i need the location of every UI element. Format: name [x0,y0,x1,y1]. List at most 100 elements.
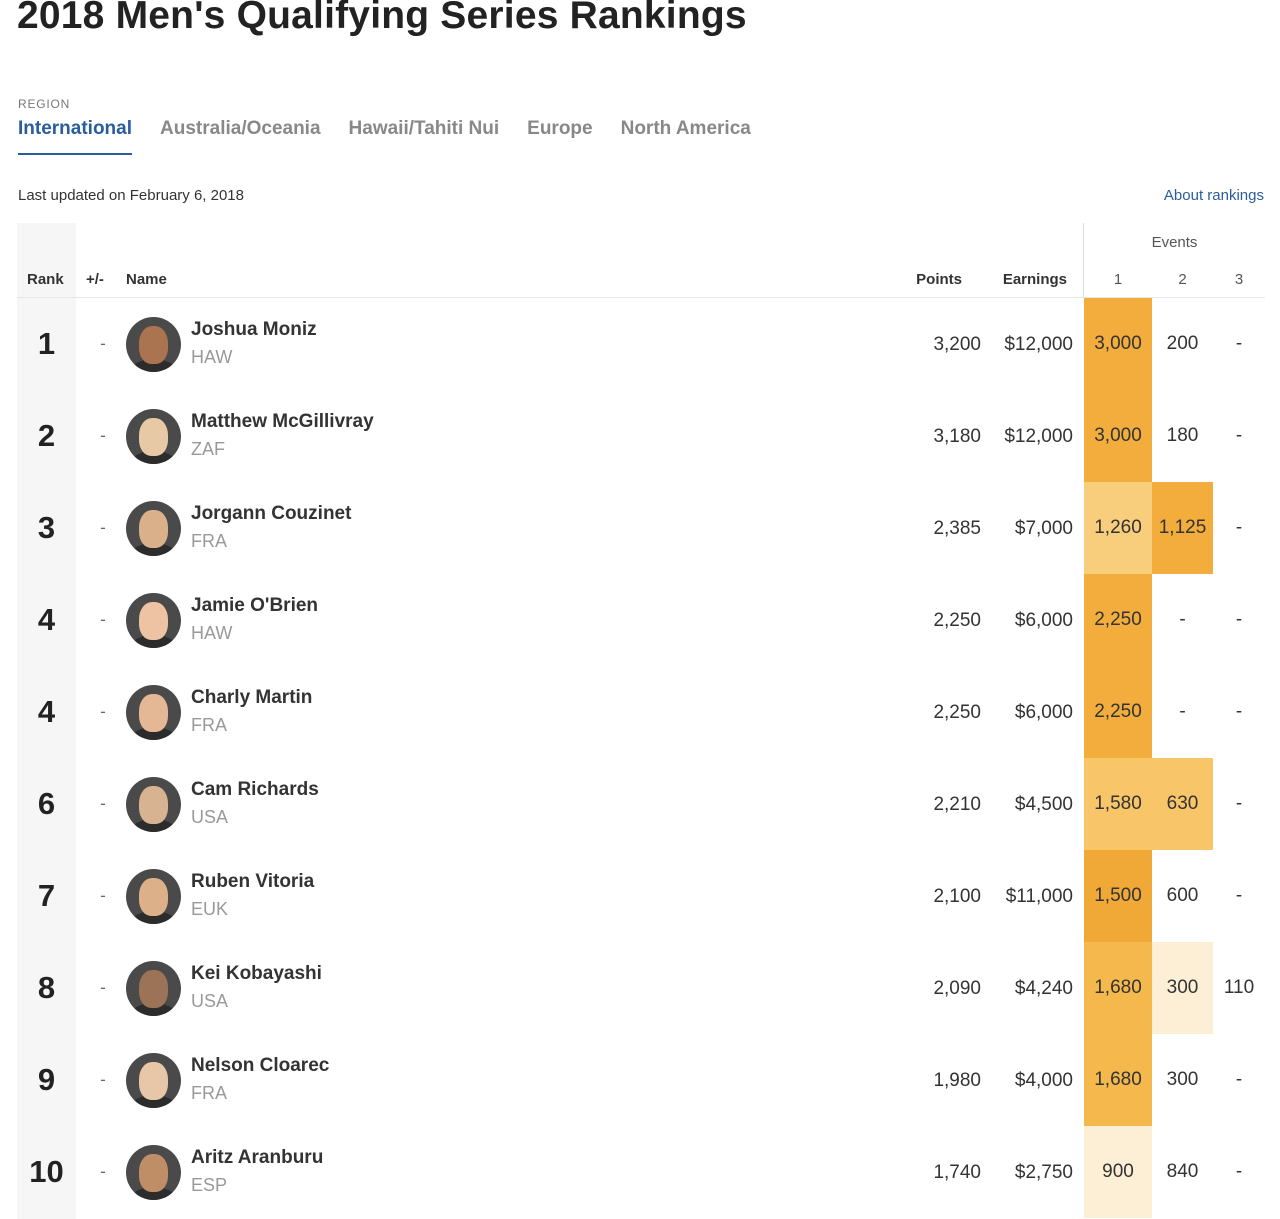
event-2-result: 300 [1166,1069,1199,1090]
event-2-result: 840 [1166,1161,1199,1182]
header-rank[interactable]: Rank [27,271,64,288]
rank-change: - [100,702,106,721]
tab-australia-oceania[interactable]: Australia/Oceania [160,118,321,139]
athlete-name[interactable]: Jamie O'Brien [191,595,319,616]
athlete-name[interactable]: Joshua Moniz [191,319,317,340]
event-3-result: - [1235,1161,1243,1182]
rank-change: - [100,426,106,445]
header-events: Events [1151,234,1198,251]
points-value: 2,250 [933,702,981,723]
athlete-avatar[interactable] [126,317,181,372]
table-row[interactable]: 6 - Cam Richards USA 2,210 $4,500 1,580 630 - [0,758,1280,850]
rank-number: 7 [37,878,56,913]
athlete-name[interactable]: Kei Kobayashi [191,963,322,984]
rank-number: 10 [29,1154,64,1189]
event-3-result: - [1235,333,1243,354]
tab-international[interactable]: International [18,118,133,155]
event-1-result: 3,000 [1084,390,1152,482]
athlete-country: FRA [191,715,227,735]
athlete-avatar[interactable] [126,869,181,924]
earnings-value: $2,750 [1014,1162,1073,1183]
athlete-country: USA [191,991,229,1011]
table-row[interactable]: 4 - Charly Martin FRA 2,250 $6,000 2,250 - - [0,666,1280,758]
tab-hawaii-tahiti-nui[interactable]: Hawaii/Tahiti Nui [348,118,500,139]
athlete-name[interactable]: Aritz Aranburu [191,1147,324,1168]
event-3-result: - [1235,609,1243,630]
rankings-table-body: 1 - Joshua Moniz HAW 3,200 $12,000 3,000 200 - 2 -… [0,298,1280,1218]
athlete-name[interactable]: Nelson Cloarec [191,1055,330,1076]
region-tabs: International Australia/Oceania Hawaii/T… [18,118,779,155]
athlete-country: FRA [191,531,227,551]
table-row[interactable]: 1 - Joshua Moniz HAW 3,200 $12,000 3,000 200 - [0,298,1280,390]
header-earnings[interactable]: Earnings [1002,271,1067,288]
athlete-avatar[interactable] [126,685,181,740]
event-3-result: - [1235,517,1243,538]
event-1-result: 3,000 [1084,298,1152,390]
event-1-result: 1,680 [1084,942,1152,1034]
earnings-value: $6,000 [1014,610,1073,631]
event-3-result: - [1235,793,1243,814]
athlete-avatar[interactable] [126,1145,181,1200]
rank-number: 2 [37,418,56,453]
table-row[interactable]: 4 - Jamie O'Brien HAW 2,250 $6,000 2,250 - - [0,574,1280,666]
athlete-name[interactable]: Ruben Vitoria [191,871,315,892]
rank-change: - [100,518,106,537]
athlete-avatar[interactable] [126,1053,181,1108]
rank-change: - [100,886,106,905]
earnings-value: $4,000 [1014,1070,1073,1091]
athlete-country: ESP [191,1175,228,1195]
points-value: 3,180 [933,426,981,447]
event-1-result: 900 [1084,1126,1152,1218]
about-rankings-link[interactable]: About rankings [1163,187,1264,204]
athlete-avatar[interactable] [126,501,181,556]
table-row[interactable]: 3 - Jorgann Couzinet FRA 2,385 $7,000 1,260 1,1… [0,482,1280,574]
athlete-name[interactable]: Charly Martin [191,687,313,708]
athlete-avatar[interactable] [126,593,181,648]
athlete-avatar[interactable] [126,777,181,832]
table-row[interactable]: 8 - Kei Kobayashi USA 2,090 $4,240 1,680 300 110 [0,942,1280,1034]
header-event-2: 2 [1178,271,1187,288]
athlete-country: ZAF [191,439,225,459]
rank-change: - [100,978,106,997]
points-value: 2,090 [933,978,981,999]
event-2-result: 630 [1152,758,1213,850]
event-1-result: 1,680 [1084,1034,1152,1126]
event-3-result: 110 [1223,977,1255,998]
page-title: 2018 Men's Qualifying Series Rankings [17,0,747,37]
rank-number: 4 [37,694,56,729]
athlete-name[interactable]: Cam Richards [191,779,319,800]
table-row[interactable]: 7 - Ruben Vitoria EUK 2,100 $11,000 1,500 600 - [0,850,1280,942]
earnings-value: $6,000 [1014,702,1073,723]
rank-change: - [100,1070,106,1089]
table-row[interactable]: 2 - Matthew McGillivray ZAF 3,180 $12,000 3,00… [0,390,1280,482]
points-value: 2,100 [933,886,981,907]
header-name[interactable]: Name [126,271,167,288]
rank-number: 3 [37,510,56,545]
tab-north-america[interactable]: North America [620,118,751,139]
event-2-result: - [1179,609,1186,630]
header-divider [17,297,1265,298]
rank-number: 4 [37,602,56,637]
event-1-result: 2,250 [1084,666,1152,758]
earnings-value: $11,000 [1005,886,1073,907]
header-change: +/- [86,271,104,288]
points-value: 2,250 [933,610,981,631]
athlete-name[interactable]: Jorgann Couzinet [191,503,352,524]
points-value: 3,200 [933,334,981,355]
athlete-avatar[interactable] [126,961,181,1016]
athlete-name[interactable]: Matthew McGillivray [191,411,374,432]
header-points[interactable]: Points [916,271,962,288]
event-3-result: - [1235,1069,1243,1090]
athlete-country: HAW [191,623,233,643]
event-2-result: 1,125 [1152,482,1213,574]
region-label: REGION [18,97,71,111]
points-value: 1,980 [933,1070,981,1091]
table-row[interactable]: 9 - Nelson Cloarec FRA 1,980 $4,000 1,680 300 - [0,1034,1280,1126]
athlete-avatar[interactable] [126,409,181,464]
event-1-result: 1,580 [1084,758,1152,850]
tab-europe[interactable]: Europe [527,118,593,139]
events-divider [1083,223,1084,298]
header-event-3: 3 [1234,271,1244,288]
table-row[interactable]: 10 - Aritz Aranburu ESP 1,740 $2,750 900 840 - [0,1126,1280,1218]
rank-number: 8 [37,970,56,1005]
